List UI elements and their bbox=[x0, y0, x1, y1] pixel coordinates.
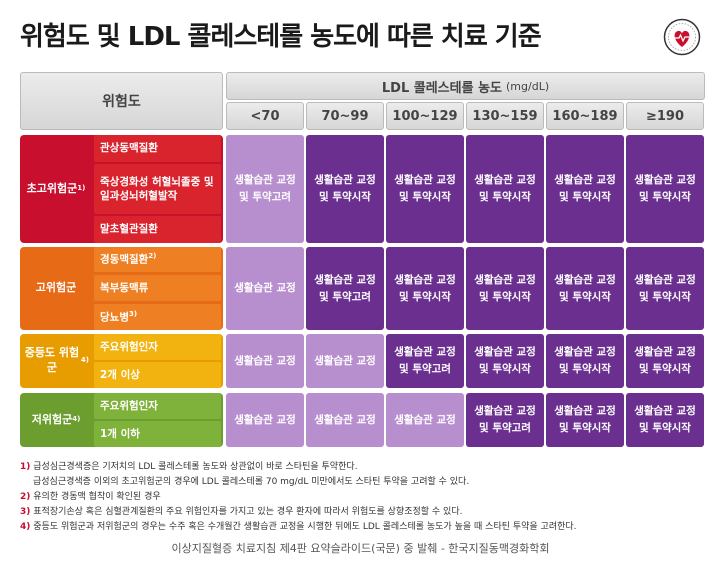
text: 주요위험인자 bbox=[100, 340, 158, 353]
footnote-text: 표적장기손상 혹은 심혈관계질환의 주요 위험인자를 가지고 있는 경우 환자에… bbox=[33, 507, 463, 517]
footnote-text: 유의한 경동맥 협착이 확인된 경우 bbox=[33, 492, 161, 502]
treatment-cell: 생활습관 교정 및 투약시작 bbox=[546, 334, 624, 388]
risk-group-label: 고위험군 bbox=[20, 247, 92, 330]
treatment-cell: 생활습관 교정 bbox=[386, 393, 464, 447]
text: 복부동맥류 bbox=[100, 281, 149, 294]
treatment-cell: 생활습관 교정 bbox=[226, 247, 304, 330]
treatment-cell: 생활습관 교정 및 투약고려 bbox=[386, 334, 464, 388]
risk-group-name: 저위험군 bbox=[31, 412, 73, 426]
text: 당뇨병 bbox=[100, 311, 129, 324]
risk-factor: 경동맥질환2) bbox=[94, 247, 221, 272]
treatment-cell: 생활습관 교정 및 투약시작 bbox=[626, 334, 704, 388]
risk-factor: 1개 이하 bbox=[94, 421, 221, 447]
treatment-cell: 생활습관 교정 및 투약고려 bbox=[466, 393, 544, 447]
footnote-marker: 4) bbox=[80, 356, 89, 365]
footnote-text: 급성심근경색증은 기저치의 LDL 콜레스테롤 농도와 상관없이 바로 스타틴을… bbox=[33, 462, 358, 472]
ldl-header: LDL 콜레스테롤 농도 (mg/dL) bbox=[226, 72, 705, 100]
footnote-line: 3) 표적장기손상 혹은 심혈관계질환의 주요 위험인자를 가지고 있는 경우 … bbox=[20, 505, 710, 520]
risk-group-name: 중등도 위험군 bbox=[24, 346, 80, 374]
ldl-column-header: 130~159 bbox=[466, 102, 544, 130]
ldl-header-unit: (mg/dL) bbox=[506, 79, 550, 93]
footnote-number: 3) bbox=[20, 507, 31, 517]
footnote-line: 1) 급성심근경색증은 기저치의 LDL 콜레스테롤 농도와 상관없이 바로 스… bbox=[20, 460, 710, 475]
footnotes: 1) 급성심근경색증은 기저치의 LDL 콜레스테롤 농도와 상관없이 바로 스… bbox=[20, 460, 710, 535]
treatment-cell: 생활습관 교정 및 투약시작 bbox=[466, 247, 544, 330]
ldl-column-header: 160~189 bbox=[546, 102, 624, 130]
footnote-marker: 1) bbox=[77, 184, 86, 193]
footnote-text: 중등도 위험군과 저위험군의 경우는 수주 혹은 수개월간 생활습관 교정을 시… bbox=[33, 522, 577, 532]
footnote-marker: 3) bbox=[128, 309, 138, 318]
risk-group-label: 저위험군 4) bbox=[20, 393, 92, 447]
risk-factor: 주요위험인자 bbox=[94, 334, 221, 360]
treatment-cell: 생활습관 교정 및 투약시작 bbox=[546, 135, 624, 243]
treatment-cell: 생활습관 교정 bbox=[306, 334, 384, 388]
text: 말초혈관질환 bbox=[100, 223, 158, 236]
risk-factor: 죽상경화성 허혈뇌졸중 및 일과성뇌허혈발작 bbox=[94, 164, 221, 214]
treatment-cell: 생활습관 교정 및 투약시작 bbox=[546, 393, 624, 447]
treatment-cell: 생활습관 교정 및 투약시작 bbox=[386, 247, 464, 330]
page-title: 위험도 및 LDL 콜레스테롤 농도에 따른 치료 기준 bbox=[20, 22, 542, 52]
footnote-line: 급성심근경색증 이외의 초고위험군의 경우에 LDL 콜레스테롤 70 mg/d… bbox=[20, 475, 710, 490]
treatment-cell: 생활습관 교정 및 투약시작 bbox=[306, 135, 384, 243]
treatment-cell: 생활습관 교정 bbox=[306, 393, 384, 447]
risk-factor: 복부동맥류 bbox=[94, 275, 221, 301]
risk-group-label: 중등도 위험군 4) bbox=[20, 334, 92, 388]
footnote-marker: 4) bbox=[72, 415, 81, 424]
footnote-text: 급성심근경색증 이외의 초고위험군의 경우에 LDL 콜레스테롤 70 mg/d… bbox=[33, 477, 470, 487]
footnote-line: 2) 유의한 경동맥 협착이 확인된 경우 bbox=[20, 490, 710, 505]
text: 주요위험인자 bbox=[100, 399, 158, 412]
treatment-cell: 생활습관 교정 및 투약시작 bbox=[466, 334, 544, 388]
treatment-cell: 생활습관 교정 및 투약시작 bbox=[626, 393, 704, 447]
treatment-cell: 생활습관 교정 bbox=[226, 334, 304, 388]
text: 2개 이상 bbox=[100, 368, 140, 381]
risk-factor: 2개 이상 bbox=[94, 362, 221, 388]
treatment-cell: 생활습관 교정 및 투약시작 bbox=[626, 135, 704, 243]
footnote-number: 2) bbox=[20, 492, 31, 502]
risk-factor: 말초혈관질환 bbox=[94, 216, 221, 243]
ldl-column-header: ≥190 bbox=[626, 102, 704, 130]
risk-factor: 관상동맥질환 bbox=[94, 135, 221, 162]
footnote-line: 4) 중등도 위험군과 저위험군의 경우는 수주 혹은 수개월간 생활습관 교정… bbox=[20, 520, 710, 535]
text: 1개 이하 bbox=[100, 427, 140, 440]
risk-group: 저위험군 4) 주요위험인자 1개 이하 bbox=[20, 393, 223, 447]
risk-group: 중등도 위험군 4) 주요위험인자 2개 이상 bbox=[20, 334, 223, 388]
treatment-cell: 생활습관 교정 및 투약시작 bbox=[466, 135, 544, 243]
treatment-cell: 생활습관 교정 및 투약시작 bbox=[546, 247, 624, 330]
footnote-number: 4) bbox=[20, 522, 31, 532]
treatment-cell: 생활습관 교정 및 투약시작 bbox=[386, 135, 464, 243]
society-logo-icon bbox=[663, 18, 701, 56]
treatment-cell: 생활습관 교정 및 투약고려 bbox=[226, 135, 304, 243]
risk-group-name: 고위험군 bbox=[35, 281, 77, 295]
treatment-cell: 생활습관 교정 및 투약시작 bbox=[626, 247, 704, 330]
ldl-column-header: 70~99 bbox=[306, 102, 384, 130]
risk-group-label: 초고위험군 1) bbox=[20, 135, 92, 243]
text: 관상동맥질환 bbox=[100, 142, 158, 155]
text: 경동맥질환 bbox=[100, 253, 149, 266]
text: 죽상경화성 허혈뇌졸중 및 일과성뇌허혈발작 bbox=[100, 175, 214, 202]
footnote-number: 1) bbox=[20, 462, 31, 472]
footnote-marker: 2) bbox=[148, 252, 157, 261]
risk-factor: 주요위험인자 bbox=[94, 393, 221, 419]
risk-factor: 당뇨병3) bbox=[94, 304, 221, 330]
source-caption: 이상지질혈증 치료지침 제4판 요약슬라이드(국문) 중 발췌 - 한국지질동맥… bbox=[171, 542, 550, 555]
ldl-header-label: LDL 콜레스테롤 농도 bbox=[381, 80, 503, 96]
risk-header: 위험도 bbox=[20, 72, 223, 130]
ldl-column-header: <70 bbox=[226, 102, 304, 130]
treatment-cell: 생활습관 교정 bbox=[226, 393, 304, 447]
risk-group-name: 초고위험군 bbox=[26, 181, 78, 195]
ldl-column-header: 100~129 bbox=[386, 102, 464, 130]
treatment-cell: 생활습관 교정 및 투약고려 bbox=[306, 247, 384, 330]
